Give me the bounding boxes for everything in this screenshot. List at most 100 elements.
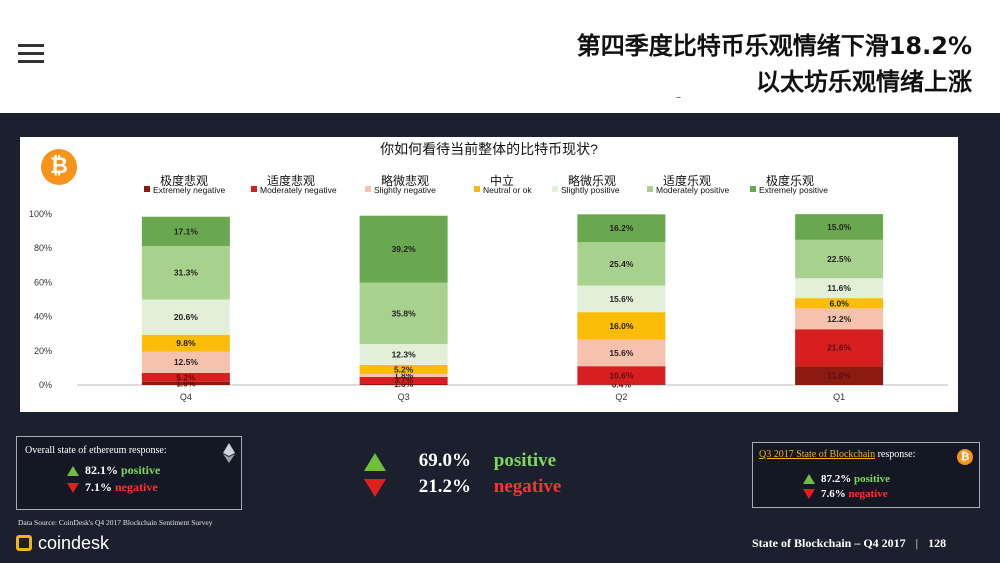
down-arrow-icon [67,483,79,494]
bar-segment [359,373,448,377]
bar-segment [795,298,884,309]
legend-swatch [552,186,558,192]
data-label: 3.7% [394,375,414,385]
menu-icon[interactable] [18,44,44,64]
coindesk-logo[interactable]: coindesk [16,530,109,556]
data-label: 9.8% [176,338,196,348]
y-tick-label: 60% [34,277,52,287]
blockchain-panel: Q3 2017 State of Blockchain response: ₿ … [752,442,980,508]
page-title-line-1: 第四季度比特币乐观情绪下滑18.2% [576,32,972,60]
data-label: 5.2% [394,364,414,374]
legend-label: Moderately positive [656,185,730,195]
x-tick-label: Q3 [398,392,410,402]
data-label: 1.0% [394,379,414,389]
page-title-line-2: 以太坊乐观情绪上涨 [756,68,972,96]
legend-swatch [251,186,257,192]
bar-segment [141,245,230,300]
bar-segment [577,242,666,286]
bar-segment [141,351,230,373]
bar-segment [795,214,884,240]
bar-segment [141,299,230,335]
bar-segment [141,334,230,352]
data-label: 6.0% [829,298,849,308]
data-label: 21.6% [827,343,852,353]
bitcoin-icon: ₿ [957,449,973,465]
data-label: 15.6% [609,348,634,358]
chart-title: 你如何看待当前整体的比特币现状? [380,141,598,157]
data-label: 20.6% [174,312,199,322]
data-label: 16.0% [609,321,634,331]
y-tick-label: 100% [29,209,52,219]
legend-label-cn: 极度悲观 [160,173,208,188]
data-label: 0.4% [612,380,632,390]
legend-swatch [474,186,480,192]
bar-segment [359,282,448,344]
data-label: 5.2% [176,372,196,382]
data-label: 17.1% [174,226,199,236]
blockchain-positive-row: 87.2% positive [803,473,890,485]
legend-swatch [144,186,150,192]
blockchain-report-link[interactable]: Q3 2017 State of Blockchain [759,449,876,460]
bitcoin-icon: ₿ [41,149,77,185]
y-tick-label: 40% [34,312,52,322]
bar-segment [141,381,230,385]
header-bar: 第四季度比特币乐观情绪下滑18.2% 以太坊乐观情绪上涨 – [0,0,1000,113]
header-dash: – [676,92,681,103]
legend-label-cn: 略微悲观 [381,173,429,188]
data-label: 22.5% [827,254,852,264]
bar-segment [577,339,666,367]
center-positive-row: 69.0% positive [364,450,556,472]
legend-label-cn: 适度乐观 [663,173,711,188]
x-tick-label: Q1 [833,392,845,402]
bar-segment [141,372,230,382]
legend-label-cn: 适度悲观 [267,173,315,188]
blockchain-positive-label: positive [854,473,891,485]
bar-segment [359,364,448,374]
x-tick-label: Q4 [180,392,192,402]
y-tick-label: 20% [34,346,52,356]
legend-label-cn: 中立 [490,173,514,188]
data-label: 1.9% [176,378,196,388]
ethereum-positive-label: positive [121,463,161,477]
footer-right: State of Blockchain – Q4 2017 | 128 [752,536,946,551]
bar-segment [577,214,666,243]
center-positive-label: positive [493,450,557,471]
ethereum-negative-row: 7.1% negative [67,480,158,495]
legend-label-cn: 极度乐观 [766,173,814,188]
report-title: State of Blockchain – Q4 2017 [752,536,906,550]
page-number: 128 [928,536,947,550]
legend-swatch [750,186,756,192]
ethereum-panel: Overall state of ethereum response: 82.1… [16,436,242,510]
data-label: 11.0% [827,371,851,381]
data-label: 25.4% [609,259,634,269]
data-label: 39.2% [392,244,417,254]
bar-segment [795,366,884,385]
data-label: 12.2% [827,314,852,324]
legend-label-cn: 略微乐观 [568,173,616,188]
blockchain-panel-title: Q3 2017 State of Blockchain response: [759,449,916,460]
center-negative-row: 21.2% negative [364,476,561,498]
coindesk-logo-icon [16,535,32,551]
bar-segment [359,215,448,283]
center-negative-label: negative [493,476,562,497]
blockchain-positive-value: 87.2% [821,473,852,485]
data-label: 15.6% [609,294,634,304]
bar-segment [359,343,448,365]
bar-segment [577,366,666,385]
legend-swatch [647,186,653,192]
legend-swatch [365,186,371,192]
bar-segment [795,329,884,367]
center-positive-value: 69.0% [418,450,471,471]
blockchain-negative-row: 7.6% negative [803,488,888,500]
data-label: 15.0% [827,222,852,232]
bar-segment [577,285,666,313]
data-label: 1.8% [394,370,414,380]
data-label: 16.2% [609,223,634,233]
bar-segment [795,239,884,279]
y-tick-label: 0% [39,380,52,390]
legend-label: Slightly positive [561,185,620,195]
blockchain-negative-label: negative [848,488,888,500]
ethereum-positive-value: 82.1% [85,463,118,477]
y-tick-label: 80% [34,243,52,253]
